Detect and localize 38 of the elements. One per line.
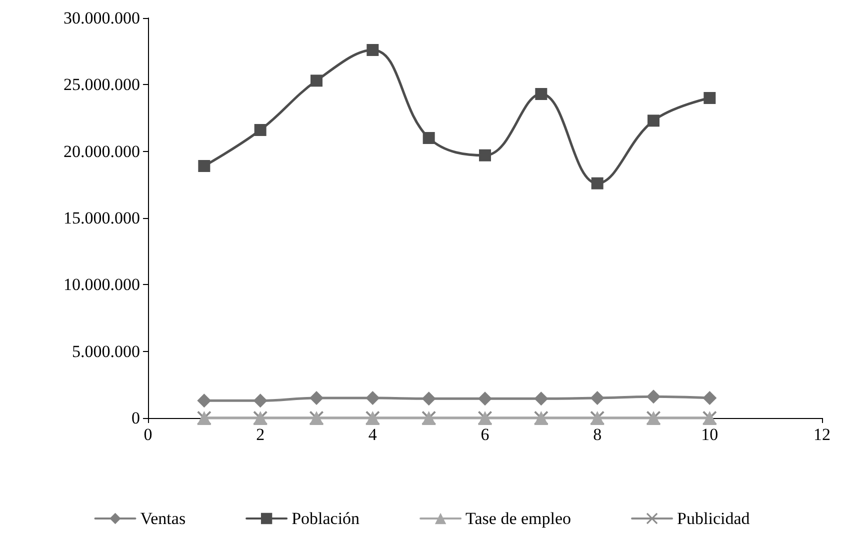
legend-label: Publicidad bbox=[677, 509, 750, 528]
point bbox=[702, 391, 717, 405]
x-tick-label: 2 bbox=[256, 425, 265, 444]
point bbox=[422, 132, 435, 144]
legend-label: Ventas bbox=[140, 509, 186, 528]
x-tick-label: 4 bbox=[368, 425, 378, 444]
point bbox=[197, 394, 212, 408]
point bbox=[366, 44, 379, 56]
point bbox=[198, 160, 210, 172]
y-tick-label: 10.000.000 bbox=[64, 275, 140, 294]
point bbox=[310, 74, 322, 87]
legend-label: Tase de empleo bbox=[466, 509, 572, 528]
y-tick-label: 5.000.000 bbox=[72, 342, 140, 361]
legend-label: Población bbox=[292, 509, 360, 528]
point bbox=[646, 390, 660, 404]
y-tick-label: 0 bbox=[132, 408, 140, 428]
point bbox=[253, 394, 268, 408]
point bbox=[590, 391, 604, 405]
point bbox=[591, 177, 604, 190]
y-tick-label: 25.000.000 bbox=[64, 75, 140, 94]
x-tick-label: 8 bbox=[593, 425, 602, 444]
point bbox=[310, 391, 324, 405]
point bbox=[366, 391, 380, 405]
point bbox=[254, 124, 266, 136]
point bbox=[704, 92, 716, 104]
point bbox=[422, 392, 436, 406]
x-tick-label: 10 bbox=[701, 425, 718, 444]
point bbox=[648, 114, 660, 127]
point bbox=[478, 392, 492, 406]
x-tick-label: 0 bbox=[144, 425, 152, 444]
point bbox=[534, 392, 548, 406]
y-tick-label: 20.000.000 bbox=[64, 142, 140, 161]
point bbox=[479, 149, 491, 162]
x-tick-label: 6 bbox=[480, 425, 490, 444]
y-tick-label: 15.000.000 bbox=[64, 208, 140, 228]
x-tick-label: 12 bbox=[814, 425, 830, 444]
point bbox=[535, 88, 548, 100]
y-tick-label: 30.000.000 bbox=[64, 8, 140, 28]
